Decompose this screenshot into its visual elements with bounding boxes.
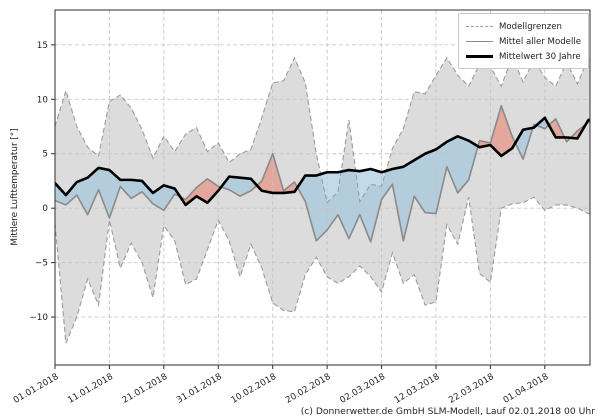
legend-item-modellgrenzen: Modellgrenzen [466, 19, 581, 34]
x-tick-label: 01.04.2018 [502, 372, 551, 406]
y-tick-label: 0 [42, 204, 48, 214]
thick-black-line-icon [466, 55, 493, 58]
legend-label: Mittelwert 30 Jahre [499, 51, 581, 62]
x-tick-label: 20.02.2018 [284, 372, 333, 406]
plot-frame [54, 9, 591, 366]
x-tick-label: 02.03.2018 [338, 372, 387, 406]
legend-item-mittel-aller-modelle: Mittel aller Modelle [466, 34, 581, 49]
30-year-mean-line [55, 116, 590, 207]
y-tick-label: 10 [37, 95, 49, 105]
legend-label: Mittel aller Modelle [499, 36, 582, 47]
x-tick-label: 22.03.2018 [447, 372, 496, 406]
x-tick-label: 12.03.2018 [393, 372, 442, 406]
upper-model-bound-line [55, 55, 590, 204]
warmer-than-normal-fill [257, 153, 298, 193]
x-tick-label: 11.01.2018 [66, 372, 115, 406]
x-tick-label: 31.01.2018 [175, 372, 224, 406]
y-tick-label: −5 [35, 259, 48, 269]
warmer-than-normal-fill [549, 118, 566, 140]
x-tick-labels: 01.01.2018 11.01.2018 21.01.2018 31.01.2018… [12, 372, 550, 406]
axis-ticks [51, 44, 546, 369]
y-tick-labels: 15 10 5 0 −5 −10 [29, 41, 48, 323]
copyright-caption: (c) Donnerwetter.de GmbH SLM-Modell, Lau… [300, 406, 595, 417]
x-tick-label: 01.01.2018 [12, 372, 61, 406]
warmer-than-normal-fill [478, 105, 516, 156]
model-mean-line [55, 105, 590, 243]
x-tick-label: 21.01.2018 [121, 372, 170, 406]
legend-item-mittelwert-30-jahre: Mittelwert 30 Jahre [466, 49, 581, 64]
y-tick-label: −10 [29, 313, 48, 323]
x-tick-label: 10.02.2018 [230, 372, 279, 406]
lower-model-bound-line [55, 196, 590, 344]
legend-label: Modellgrenzen [499, 21, 562, 32]
dashed-line-icon [466, 26, 493, 27]
legend: Modellgrenzen Mittel aller Modelle Mitte… [458, 13, 589, 69]
solid-gray-line-icon [466, 41, 493, 42]
y-axis-title: Mittlere Lufttemperatur [°] [10, 128, 20, 246]
y-tick-label: 5 [42, 150, 48, 160]
warmer-than-normal-fill [181, 178, 222, 205]
y-tick-label: 15 [37, 41, 48, 51]
